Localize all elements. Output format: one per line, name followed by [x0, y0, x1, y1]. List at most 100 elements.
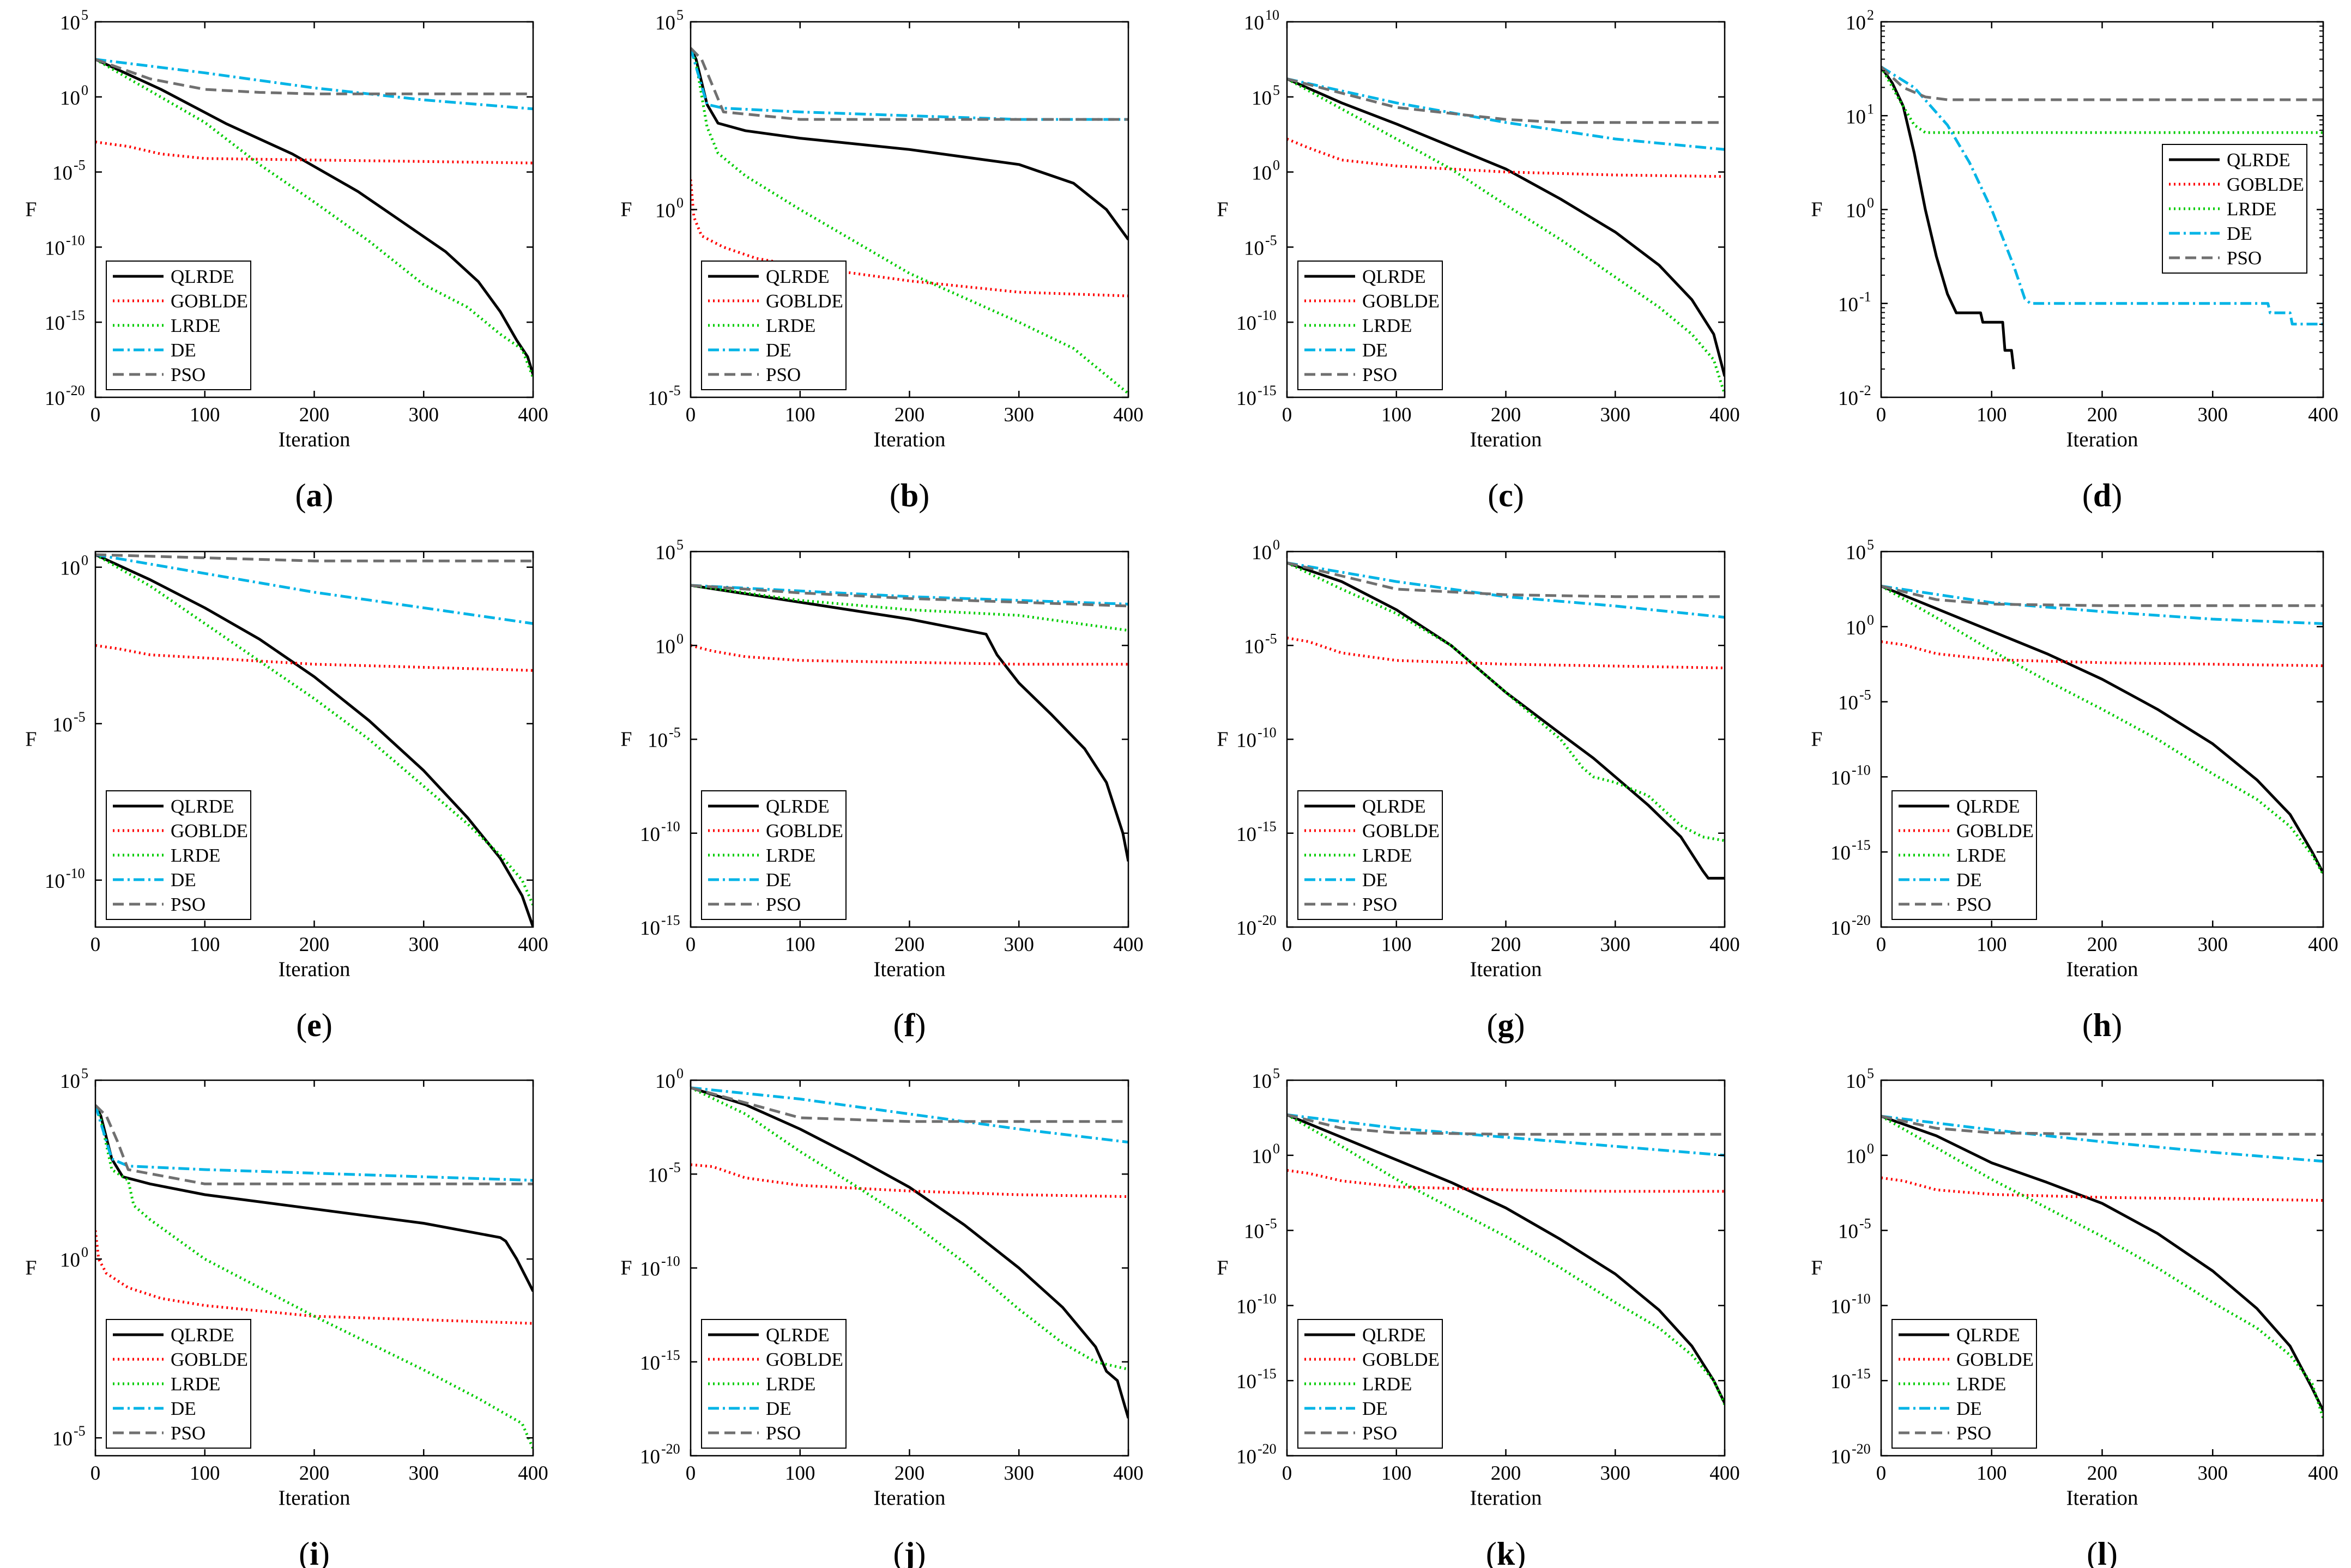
- x-tick-label: 0: [686, 934, 696, 956]
- y-tick-exponent: -5: [669, 1159, 681, 1175]
- y-tick-exponent: -5: [1859, 1216, 1871, 1232]
- legend-label-lrde: LRDE: [1956, 1373, 2006, 1395]
- y-axis-label: F: [620, 728, 632, 751]
- legend: QLRDE GOBLDE LRDE DE PSO: [1297, 1319, 1443, 1449]
- x-axis-label: Iteration: [2066, 1486, 2138, 1510]
- x-tick-label: 400: [518, 404, 548, 426]
- series-line-pso: [1287, 561, 1725, 598]
- legend-label-pso: PSO: [766, 894, 801, 915]
- x-tick-label: 0: [1876, 1462, 1887, 1485]
- caption-close: ): [2111, 477, 2122, 513]
- y-tick-exponent: 5: [81, 1065, 88, 1081]
- y-tick-exponent: -20: [661, 1441, 680, 1457]
- y-tick-base: 10: [1830, 767, 1851, 789]
- series-line-lrde: [1287, 77, 1725, 395]
- x-tick-label: 300: [1004, 1462, 1035, 1485]
- subplot-caption: (h): [2082, 1007, 2122, 1043]
- x-tick-label: 200: [2087, 934, 2118, 956]
- legend-label-de: DE: [1956, 1398, 1982, 1419]
- subplot-caption: (g): [1487, 1007, 1525, 1043]
- legend: QLRDE GOBLDE LRDE DE PSO: [106, 1319, 251, 1449]
- caption-close: ): [915, 1007, 926, 1043]
- x-axis-label: Iteration: [278, 1486, 350, 1510]
- x-tick-label: 300: [1600, 1462, 1631, 1485]
- y-tick-base: 10: [1252, 162, 1272, 185]
- series-line-goblde: [95, 1230, 533, 1325]
- y-tick-exponent: -10: [1852, 762, 1871, 778]
- y-axis-label: F: [1217, 1257, 1228, 1280]
- y-tick-exponent: 0: [676, 1065, 684, 1081]
- legend: QLRDE GOBLDE LRDE DE PSO: [1297, 261, 1443, 390]
- y-tick-base: 10: [648, 730, 668, 752]
- series-line-pso: [95, 1104, 533, 1185]
- legend-box: [106, 261, 251, 390]
- series-line-pso: [691, 584, 1128, 608]
- series-line-lrde: [691, 1086, 1128, 1371]
- y-tick-exponent: 5: [1273, 82, 1280, 98]
- caption-close: ): [1513, 477, 1524, 513]
- x-tick-label: 300: [1600, 934, 1631, 956]
- x-tick-label: 100: [785, 934, 815, 956]
- y-tick-base: 10: [1252, 1146, 1272, 1168]
- y-axis-label: F: [1217, 728, 1228, 751]
- series-line-goblde: [1287, 1169, 1725, 1193]
- y-tick-exponent: -10: [661, 819, 680, 834]
- legend-label-goblde: GOBLDE: [1956, 820, 2034, 841]
- legend: QLRDE GOBLDE LRDE DE PSO: [701, 1319, 847, 1449]
- y-tick-base: 10: [1830, 1446, 1851, 1468]
- subplot-caption: (a): [295, 477, 334, 513]
- y-tick-exponent: 0: [81, 82, 88, 98]
- series-line-lrde: [95, 553, 533, 906]
- y-tick-exponent: -1: [1859, 289, 1871, 305]
- series-line-de: [691, 1086, 1128, 1144]
- legend-label-goblde: GOBLDE: [171, 1349, 248, 1370]
- y-tick-exponent: -20: [1852, 1441, 1871, 1457]
- y-tick-base: 10: [640, 824, 660, 846]
- caption-open: (: [295, 477, 306, 513]
- caption-close: ): [322, 1007, 333, 1043]
- y-tick-base: 10: [1830, 1371, 1851, 1393]
- subplot-caption: (i): [299, 1536, 330, 1568]
- legend-label-pso: PSO: [766, 1422, 801, 1444]
- legend-label-de: DE: [1956, 869, 1982, 891]
- legend-label-goblde: GOBLDE: [766, 290, 843, 312]
- series-line-lrde: [1881, 585, 2323, 875]
- y-tick-base: 10: [640, 917, 660, 940]
- x-tick-label: 300: [2198, 1462, 2228, 1485]
- y-tick-exponent: -10: [66, 865, 85, 881]
- y-tick-exponent: -2: [1859, 383, 1871, 398]
- caption-letter: j: [904, 1536, 915, 1568]
- y-tick-exponent: 0: [1867, 1141, 1874, 1157]
- caption-open: (: [893, 1007, 904, 1043]
- series-line-goblde: [691, 1163, 1128, 1198]
- legend-label-qlrde: QLRDE: [171, 1324, 234, 1346]
- y-tick-exponent: -5: [74, 1423, 86, 1439]
- x-tick-label: 200: [2087, 1462, 2118, 1485]
- x-tick-label: 200: [1491, 934, 1521, 956]
- caption-letter: d: [2093, 477, 2111, 513]
- legend-label-lrde: LRDE: [766, 315, 815, 336]
- y-tick-base: 10: [60, 558, 80, 580]
- legend-box: [1297, 261, 1443, 390]
- x-tick-label: 100: [1381, 934, 1412, 956]
- x-tick-label: 200: [299, 934, 330, 956]
- legend-label-de: DE: [171, 1398, 196, 1419]
- x-axis-label: Iteration: [1470, 958, 1542, 981]
- legend-box: [2162, 144, 2307, 274]
- y-tick-exponent: -15: [1852, 1366, 1871, 1382]
- y-tick-base: 10: [60, 12, 80, 34]
- y-tick-exponent: -15: [1258, 383, 1277, 398]
- y-tick-exponent: 5: [1867, 1065, 1874, 1081]
- caption-open: (: [1486, 1536, 1497, 1568]
- y-tick-base: 10: [1236, 1371, 1256, 1393]
- legend-label-lrde: LRDE: [766, 1373, 815, 1395]
- y-tick-base: 10: [1838, 388, 1858, 410]
- series-line-de: [95, 1105, 533, 1182]
- y-tick-exponent: 5: [1273, 1065, 1280, 1081]
- x-tick-label: 400: [1709, 1462, 1740, 1485]
- x-tick-label: 100: [1977, 1462, 2007, 1485]
- legend-label-de: DE: [1362, 340, 1388, 361]
